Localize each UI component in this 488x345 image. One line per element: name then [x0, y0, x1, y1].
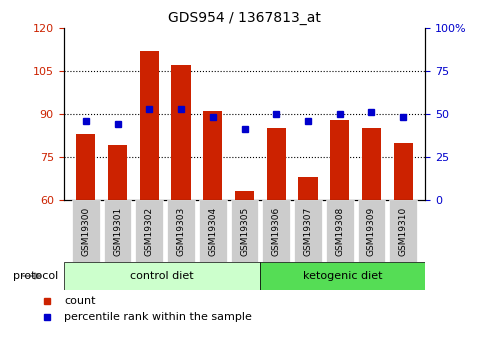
Bar — [203, 111, 222, 200]
Bar — [167, 200, 195, 262]
Text: GSM19304: GSM19304 — [208, 207, 217, 256]
Bar — [260, 262, 425, 290]
Text: protocol: protocol — [13, 271, 59, 281]
Bar — [298, 177, 317, 200]
Text: count: count — [64, 296, 96, 306]
Bar — [361, 128, 380, 200]
Text: GSM19301: GSM19301 — [113, 207, 122, 256]
Bar — [199, 200, 226, 262]
Bar — [388, 200, 416, 262]
Text: GSM19307: GSM19307 — [303, 207, 312, 256]
Bar — [76, 134, 95, 200]
Bar — [72, 200, 100, 262]
Bar — [393, 142, 412, 200]
Text: GSM19306: GSM19306 — [271, 207, 280, 256]
Bar — [230, 200, 258, 262]
Text: control diet: control diet — [130, 271, 193, 281]
Bar — [329, 120, 348, 200]
Text: GSM19309: GSM19309 — [366, 207, 375, 256]
Title: GDS954 / 1367813_at: GDS954 / 1367813_at — [168, 11, 320, 25]
Bar — [357, 200, 385, 262]
Bar — [171, 65, 190, 200]
Bar — [103, 200, 131, 262]
Text: GSM19305: GSM19305 — [240, 207, 248, 256]
Text: GSM19303: GSM19303 — [176, 207, 185, 256]
Bar — [140, 51, 159, 200]
Bar — [135, 200, 163, 262]
Bar — [266, 128, 285, 200]
Text: GSM19300: GSM19300 — [81, 207, 90, 256]
Bar — [235, 191, 253, 200]
Text: ketogenic diet: ketogenic diet — [303, 271, 382, 281]
Bar — [108, 146, 127, 200]
Text: GSM19302: GSM19302 — [144, 207, 153, 256]
Text: GSM19308: GSM19308 — [335, 207, 344, 256]
Bar — [63, 262, 260, 290]
Bar — [262, 200, 289, 262]
Text: percentile rank within the sample: percentile rank within the sample — [64, 312, 252, 322]
Bar — [293, 200, 321, 262]
Bar — [325, 200, 353, 262]
Text: GSM19310: GSM19310 — [398, 207, 407, 256]
